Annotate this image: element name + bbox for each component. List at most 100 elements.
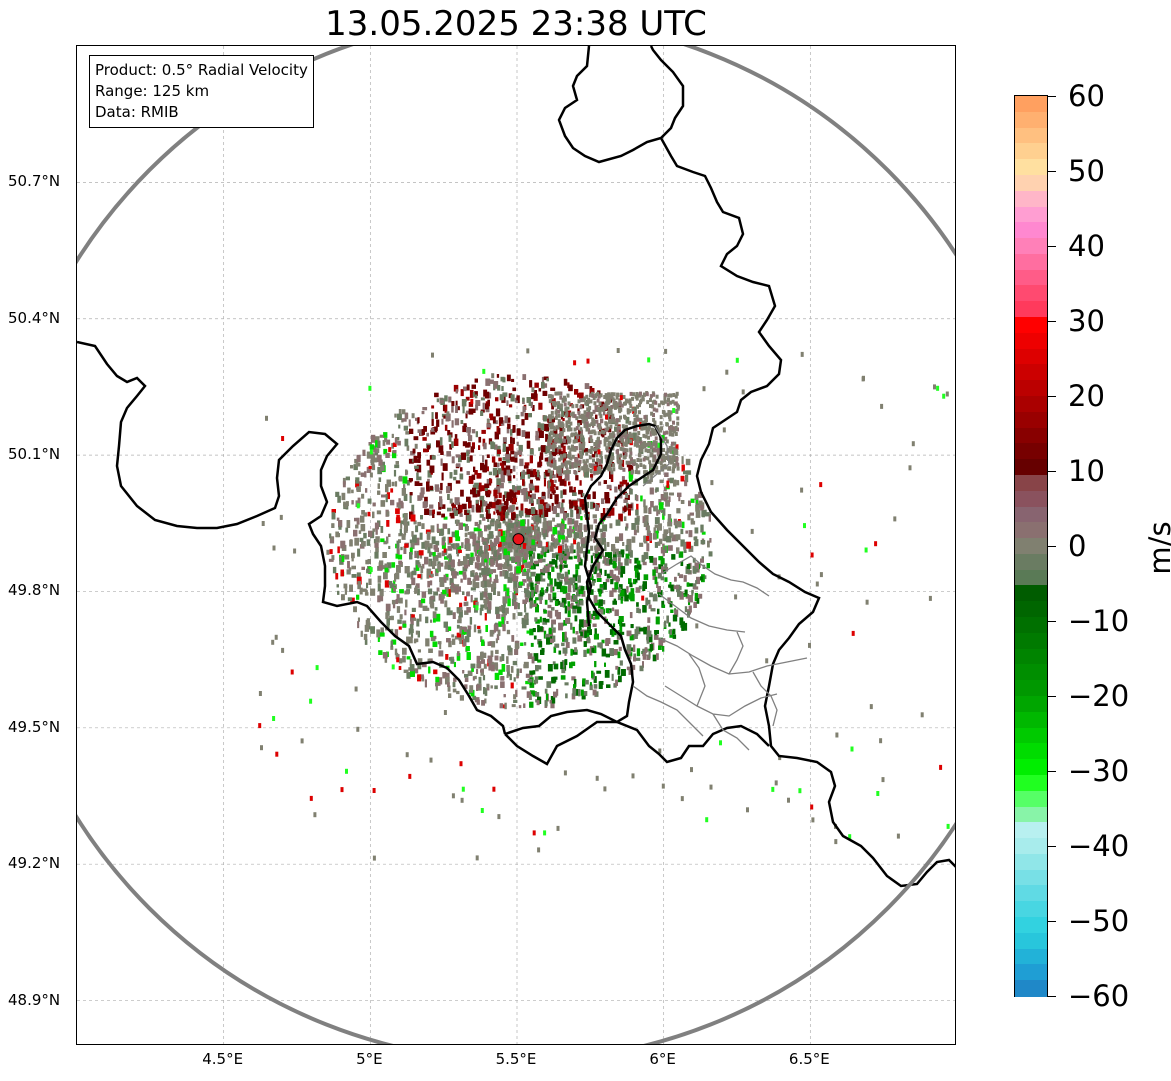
echo-pixel [361, 566, 365, 570]
echo-pixel [580, 413, 584, 418]
echo-pixel [508, 444, 514, 451]
echo-pixel [658, 590, 663, 598]
echo-pixel [567, 601, 570, 609]
echo-pixel [596, 572, 602, 578]
echo-pixel [592, 580, 595, 586]
echo-pixel [635, 435, 639, 440]
echo-pixel [489, 577, 492, 582]
echo-pixel [512, 465, 516, 472]
echo-pixel [567, 401, 571, 406]
echo-pixel [619, 459, 623, 464]
echo-pixel [627, 436, 630, 445]
echo-pixel [378, 565, 383, 571]
echo-pixel [526, 469, 531, 475]
radar-map[interactable] [76, 45, 956, 1045]
echo-pixel [564, 571, 568, 578]
echo-pixel [347, 487, 351, 494]
echo-pixel [633, 406, 637, 411]
echo-pixel [639, 391, 642, 396]
echo-pixel [652, 392, 656, 397]
echo-pixel [615, 449, 619, 454]
echo-pixel [356, 576, 362, 585]
echo-pixel [569, 531, 573, 538]
echo-pixel [643, 441, 647, 445]
echo-pixel [496, 509, 499, 514]
echo-pixel [550, 702, 555, 709]
echo-pixel [454, 530, 459, 538]
echo-pixel [409, 624, 414, 631]
echo-pixel [705, 512, 710, 517]
echo-pixel [403, 425, 408, 431]
echo-pixel [562, 489, 567, 495]
echo-pixel [562, 428, 566, 433]
echo-pixel [362, 449, 366, 456]
echo-pixel [457, 502, 461, 510]
echo-pixel [456, 406, 460, 411]
echo-pixel [391, 433, 394, 438]
echo-pixel [608, 433, 612, 437]
echo-pixel [386, 622, 390, 630]
echo-pixel [420, 573, 423, 580]
echo-pixel [583, 691, 588, 696]
echo-pixel [605, 437, 609, 442]
echo-pixel [383, 572, 388, 580]
echo-pixel [667, 466, 672, 471]
echo-pixel [411, 504, 415, 512]
echo-pixel [656, 450, 660, 455]
echo-pixel [573, 679, 577, 687]
echo-pixel [529, 479, 533, 488]
echo-pixel [537, 526, 540, 533]
echo-pixel [512, 592, 516, 599]
echo-pixel [686, 570, 692, 574]
echo-pixel [663, 486, 667, 492]
echo-pixel [618, 407, 622, 412]
echo-pixel [515, 575, 519, 579]
echo-pixel [636, 525, 640, 533]
echo-pixel [630, 434, 634, 439]
echo-pixel [480, 651, 484, 660]
echo-pixel [469, 557, 473, 565]
echo-pixel [528, 497, 532, 504]
echo-pixel [380, 627, 384, 635]
echo-pixel [636, 458, 640, 462]
echo-pixel [628, 549, 633, 557]
echo-pixel [552, 596, 557, 601]
echo-pixel [645, 597, 648, 606]
echo-pixel [557, 419, 561, 424]
echo-pixel [571, 693, 576, 700]
echo-pixel [685, 594, 690, 599]
echo-pixel [550, 458, 553, 465]
echo-pixel [398, 597, 403, 604]
echo-pixel [421, 411, 425, 415]
echo-pixel [614, 442, 618, 447]
echo-pixel [565, 593, 571, 600]
echo-pixel [390, 488, 394, 493]
echo-pixel [665, 422, 669, 427]
echo-pixel [551, 553, 556, 558]
echo-pixel [530, 556, 534, 563]
echo-pixel [462, 406, 465, 414]
echo-pixel [520, 530, 525, 539]
echo-pixel [547, 572, 551, 579]
echo-pixel [652, 442, 656, 447]
echo-pixel [663, 399, 667, 404]
echo-pixel [629, 592, 633, 598]
echo-pixel [639, 627, 644, 632]
echo-pixel [643, 552, 649, 559]
echo-pixel [559, 581, 562, 586]
echo-pixel [531, 545, 537, 552]
echo-pixel [409, 547, 413, 555]
echo-pixel [552, 592, 557, 598]
echo-pixel [415, 417, 419, 421]
echo-pixel [432, 562, 435, 569]
echo-pixel [644, 539, 648, 544]
echo-pixel [605, 552, 609, 557]
echo-pixel [551, 534, 554, 541]
echo-pixel [521, 564, 525, 569]
echo-pixel [574, 457, 579, 463]
echo-pixel [577, 422, 581, 427]
echo-pixel [411, 570, 417, 576]
echo-pixel [624, 558, 629, 566]
echo-pixel [456, 607, 462, 613]
echo-pixel [377, 466, 382, 475]
